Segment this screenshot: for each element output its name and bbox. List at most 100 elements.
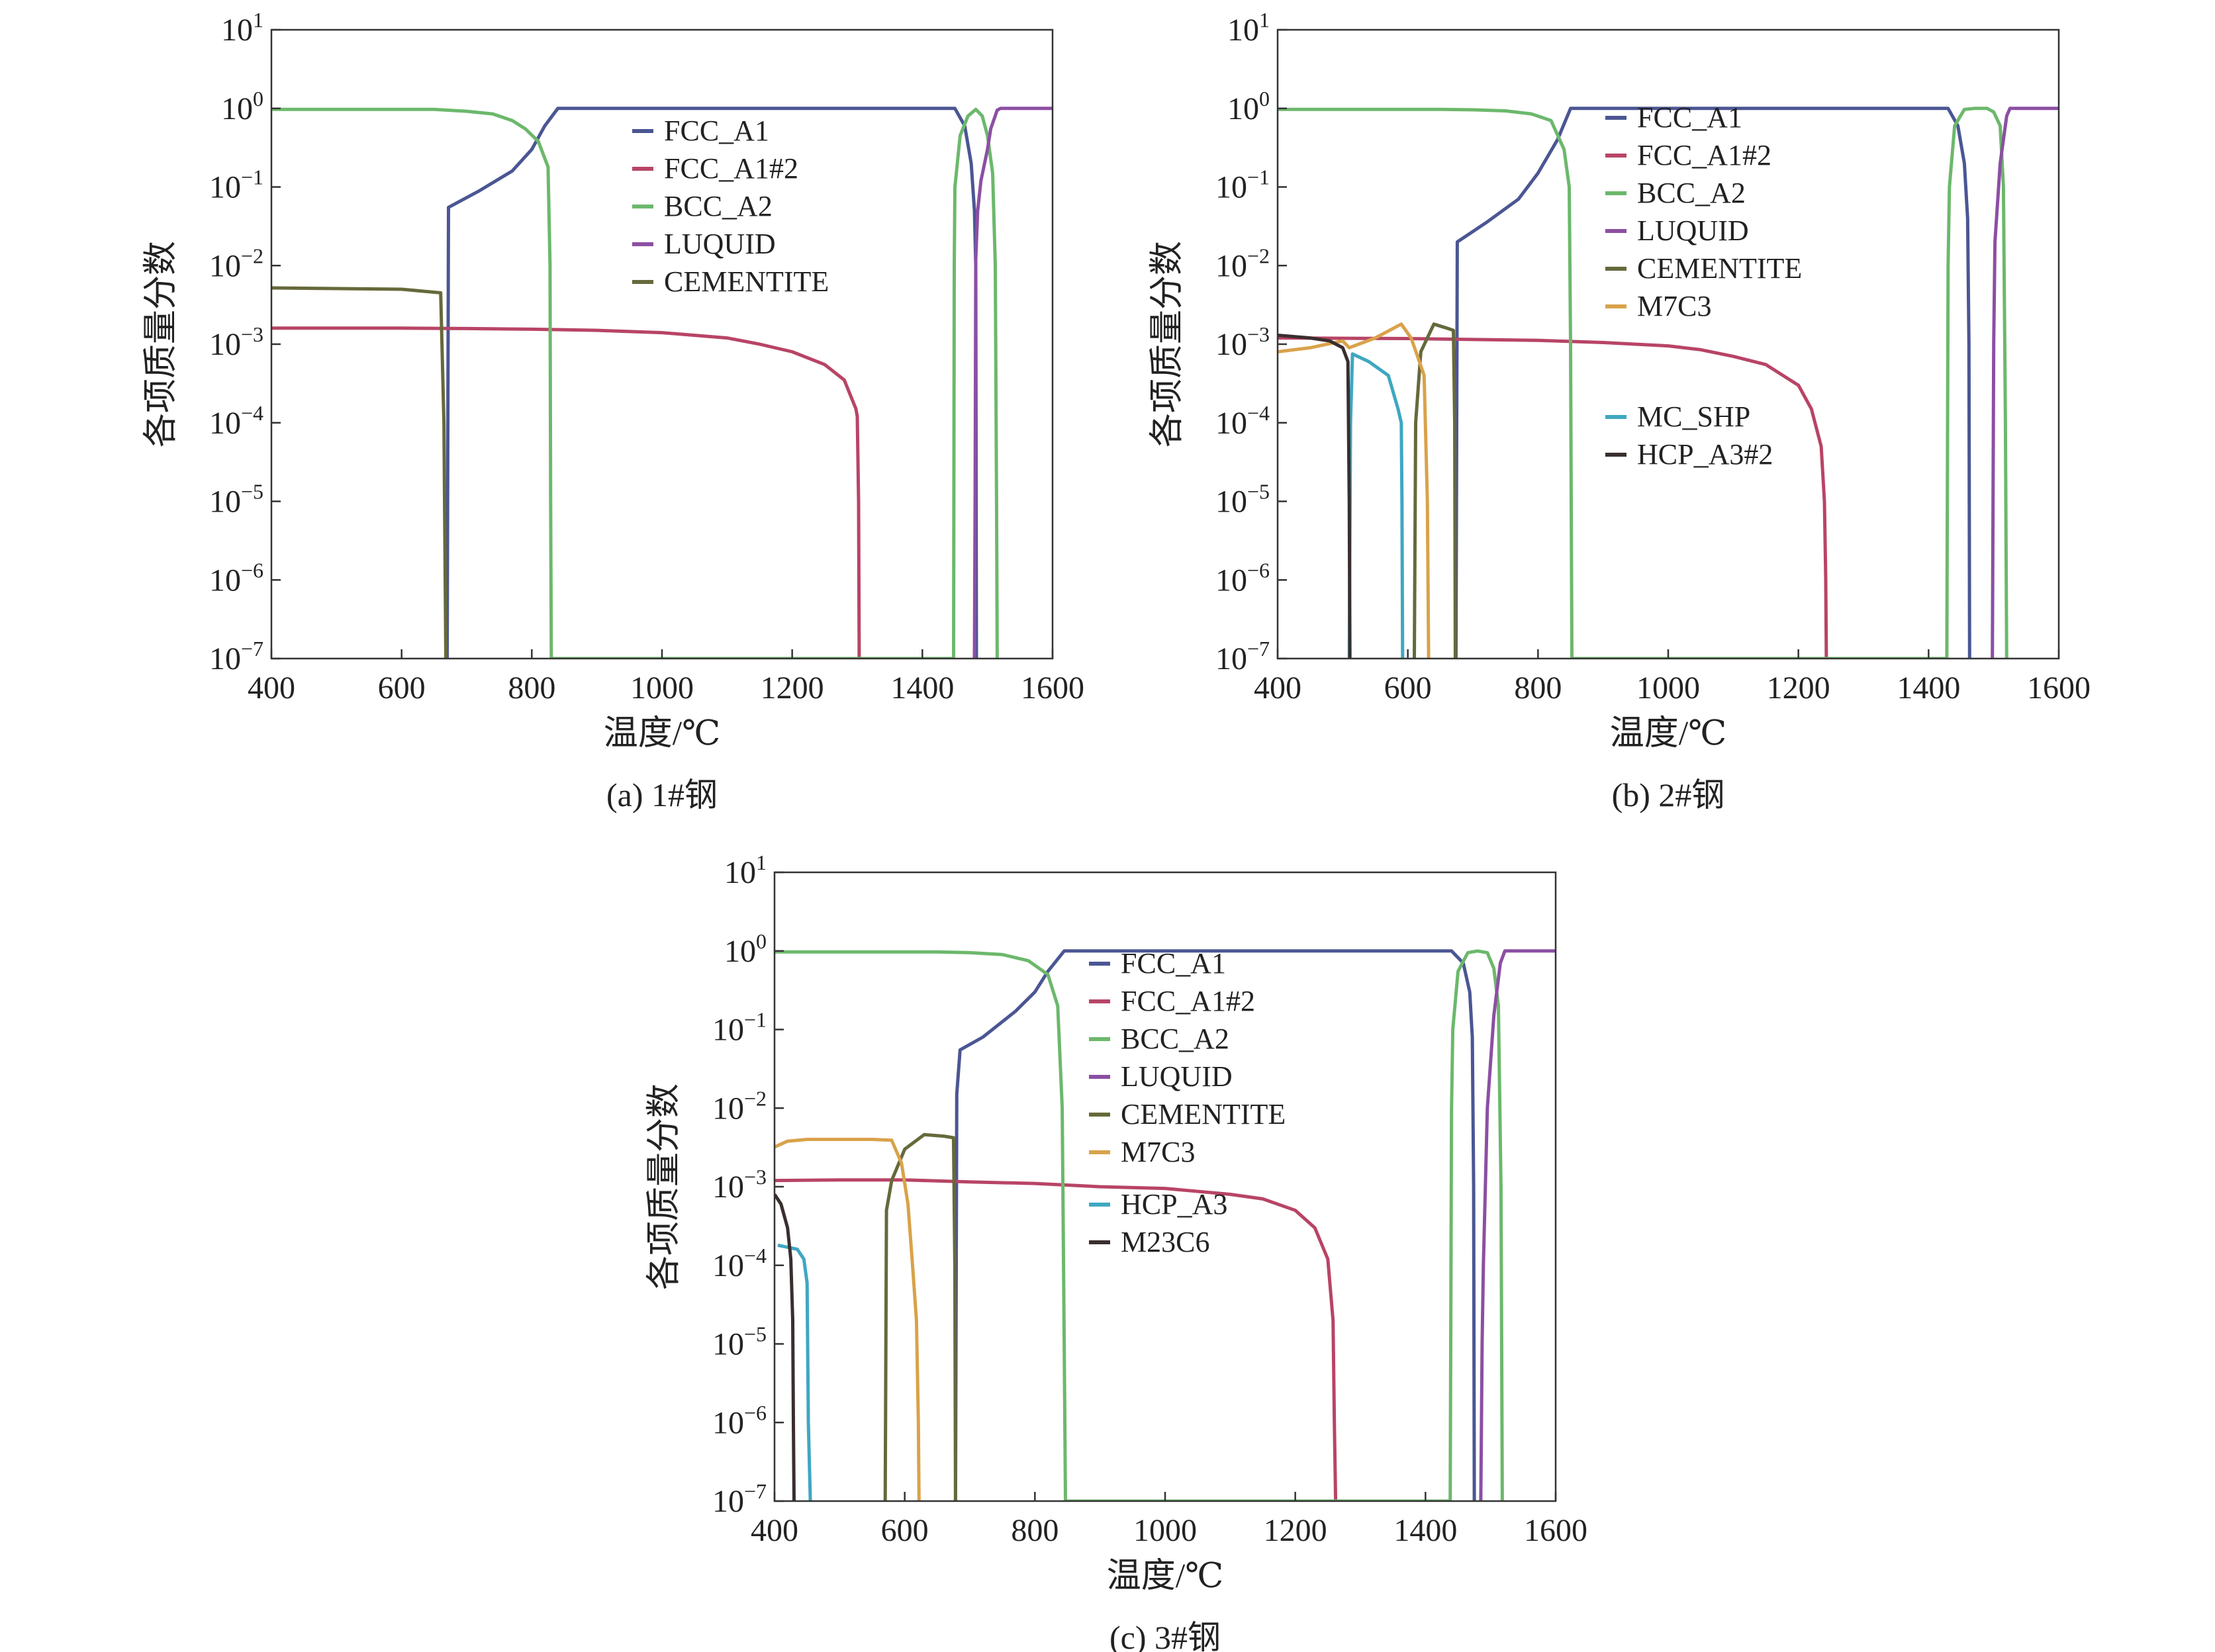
- y-tick-label: 10−7: [1215, 637, 1270, 676]
- x-tick-label: 1600: [1524, 1513, 1587, 1548]
- series-lines: [775, 949, 1556, 1501]
- series-line-bcc-a2: [271, 107, 999, 659]
- y-tick-label: 10−3: [712, 1165, 767, 1205]
- series-line-luquid: [1991, 107, 2059, 659]
- x-tick-label: 1400: [890, 670, 954, 706]
- series-line-luquid: [1479, 949, 1556, 1501]
- legend-entry: FCC_A1#2: [1121, 985, 1255, 1017]
- y-tick-label: 10−5: [209, 480, 263, 520]
- legend: FCC_A1 FCC_A1#2 BCC_A2 LUQUID CEMENTITE M7C3 H…: [1089, 947, 1286, 1258]
- x-tick-label: 1000: [1133, 1513, 1197, 1548]
- y-tick-label: 10−5: [1215, 480, 1270, 520]
- series-line-hcp-a3: [777, 1243, 812, 1501]
- x-tick-label: 400: [751, 1513, 798, 1548]
- y-tick-label: 10−5: [712, 1322, 767, 1362]
- chart-caption: (b) 2#钢: [1612, 776, 1725, 813]
- legend-entry: CEMENTITE: [664, 265, 829, 298]
- x-tick-label: 1200: [1767, 670, 1830, 706]
- y-axis-label: 各项质量分数: [645, 1083, 683, 1290]
- y-tick-label: 10−4: [1215, 401, 1270, 441]
- x-tick-label: 600: [881, 1513, 929, 1548]
- y-tick-label: 10−7: [712, 1479, 767, 1519]
- x-axis-label: 温度/℃: [1610, 715, 1727, 753]
- legend-entry: FCC_A1: [1121, 947, 1226, 980]
- chart-caption: (c) 3#钢: [1109, 1619, 1221, 1652]
- series-line-fcc-a1-2: [1278, 336, 1828, 659]
- legend-entry: M7C3: [1637, 290, 1711, 322]
- legend-entry: M7C3: [1121, 1136, 1195, 1168]
- x-tick-label: 400: [1254, 670, 1301, 706]
- x-tick-label: 1000: [630, 670, 694, 706]
- series-line-fcc-a1-2: [775, 1178, 1338, 1501]
- y-tick-label: 10−4: [209, 401, 263, 441]
- legend-entry: M23C6: [1121, 1226, 1209, 1258]
- y-tick-label: 100: [221, 87, 263, 126]
- series-line-fcc-a1: [1454, 107, 1971, 659]
- y-tick-label: 10−1: [712, 1008, 767, 1048]
- y-tick-label: 101: [221, 8, 263, 48]
- x-tick-label: 600: [378, 670, 426, 706]
- x-tick-label: 800: [1011, 1513, 1059, 1548]
- legend-entry: CEMENTITE: [1637, 252, 1802, 285]
- legend-entry: BCC_A2: [1637, 177, 1746, 209]
- y-tick-label: 10−1: [209, 165, 263, 205]
- plot-frame: [270, 28, 1054, 660]
- chart-2: 400 600 800 1000 1200 1400 1600 101 100 10−1 10−2 1…: [645, 850, 1587, 1652]
- x-tick-label: 1400: [1393, 1513, 1457, 1548]
- y-tick-label: 10−2: [209, 244, 263, 283]
- legend-entry: FCC_A1: [1637, 101, 1742, 134]
- y-tick-label: 10−6: [209, 558, 263, 598]
- series-line-mc-shp: [1347, 352, 1405, 659]
- legend-entry: FCC_A1: [664, 115, 769, 147]
- series-line-bcc-a2: [775, 949, 1504, 1501]
- series-line-bcc-a2: [1278, 107, 2008, 659]
- series-line-cementite: [271, 286, 448, 659]
- x-tick-label: 1200: [761, 670, 824, 706]
- legend-entry: FCC_A1#2: [1637, 139, 1771, 171]
- legend: FCC_A1 FCC_A1#2 BCC_A2 LUQUID CEMENTITE M7C3 M…: [1605, 101, 1802, 471]
- x-tick-label: 1400: [1897, 670, 1960, 706]
- y-tick-label: 10−3: [209, 322, 263, 362]
- legend-entry: CEMENTITE: [1121, 1098, 1286, 1130]
- y-tick-label: 10−3: [1215, 322, 1270, 362]
- x-tick-label: 1600: [1021, 670, 1084, 706]
- legend-entry: BCC_A2: [1121, 1023, 1229, 1055]
- series-line-m23c6: [775, 1193, 796, 1501]
- chart-1: 400 600 800 1000 1200 1400 1600 101 100 10−1 10−2 1…: [1149, 8, 2091, 813]
- y-tick-label: 10−6: [712, 1400, 767, 1440]
- series-line-luquid: [972, 107, 1053, 659]
- legend-entry: HCP_A3#2: [1637, 438, 1773, 471]
- y-tick-label: 10−2: [1215, 244, 1270, 283]
- x-tick-label: 800: [508, 670, 555, 706]
- y-tick-label: 101: [724, 850, 767, 890]
- series-line-hcp-a3-2: [1278, 334, 1352, 659]
- x-tick-label: 1200: [1264, 1513, 1327, 1548]
- legend-entry: HCP_A3: [1121, 1188, 1227, 1220]
- y-tick-label: 101: [1227, 8, 1270, 48]
- series-lines: [1278, 107, 2059, 659]
- x-axis-label: 温度/℃: [1107, 1557, 1224, 1595]
- series-line-cementite: [883, 1132, 957, 1501]
- series-line-cementite: [1413, 322, 1457, 659]
- legend-entry: MC_SHP: [1637, 400, 1750, 433]
- y-tick-label: 10−2: [712, 1086, 767, 1126]
- y-tick-label: 10−7: [209, 637, 263, 676]
- chart-caption: (a) 1#钢: [606, 776, 718, 813]
- legend: FCC_A1 FCC_A1#2 BCC_A2 LUQUID CEMENTITE: [632, 115, 829, 298]
- legend-entry: LUQUID: [1637, 214, 1749, 247]
- series-lines: [271, 107, 1053, 659]
- y-axis-label: 各项质量分数: [1149, 241, 1186, 447]
- y-tick-label: 10−6: [1215, 558, 1270, 598]
- y-axis-label: 各项质量分数: [142, 241, 180, 447]
- series-line-fcc-a1: [446, 107, 978, 659]
- y-tick-label: 100: [724, 929, 767, 969]
- series-line-fcc-a1: [953, 949, 1476, 1501]
- x-tick-label: 800: [1514, 670, 1562, 706]
- series-line-m7c3: [775, 1138, 921, 1501]
- x-axis-label: 温度/℃: [604, 715, 721, 753]
- x-tick-label: 1000: [1636, 670, 1700, 706]
- legend-entry: LUQUID: [664, 228, 776, 260]
- series-line-fcc-a1-2: [271, 326, 861, 659]
- legend-entry: BCC_A2: [664, 190, 773, 222]
- y-tick-label: 10−1: [1215, 165, 1270, 205]
